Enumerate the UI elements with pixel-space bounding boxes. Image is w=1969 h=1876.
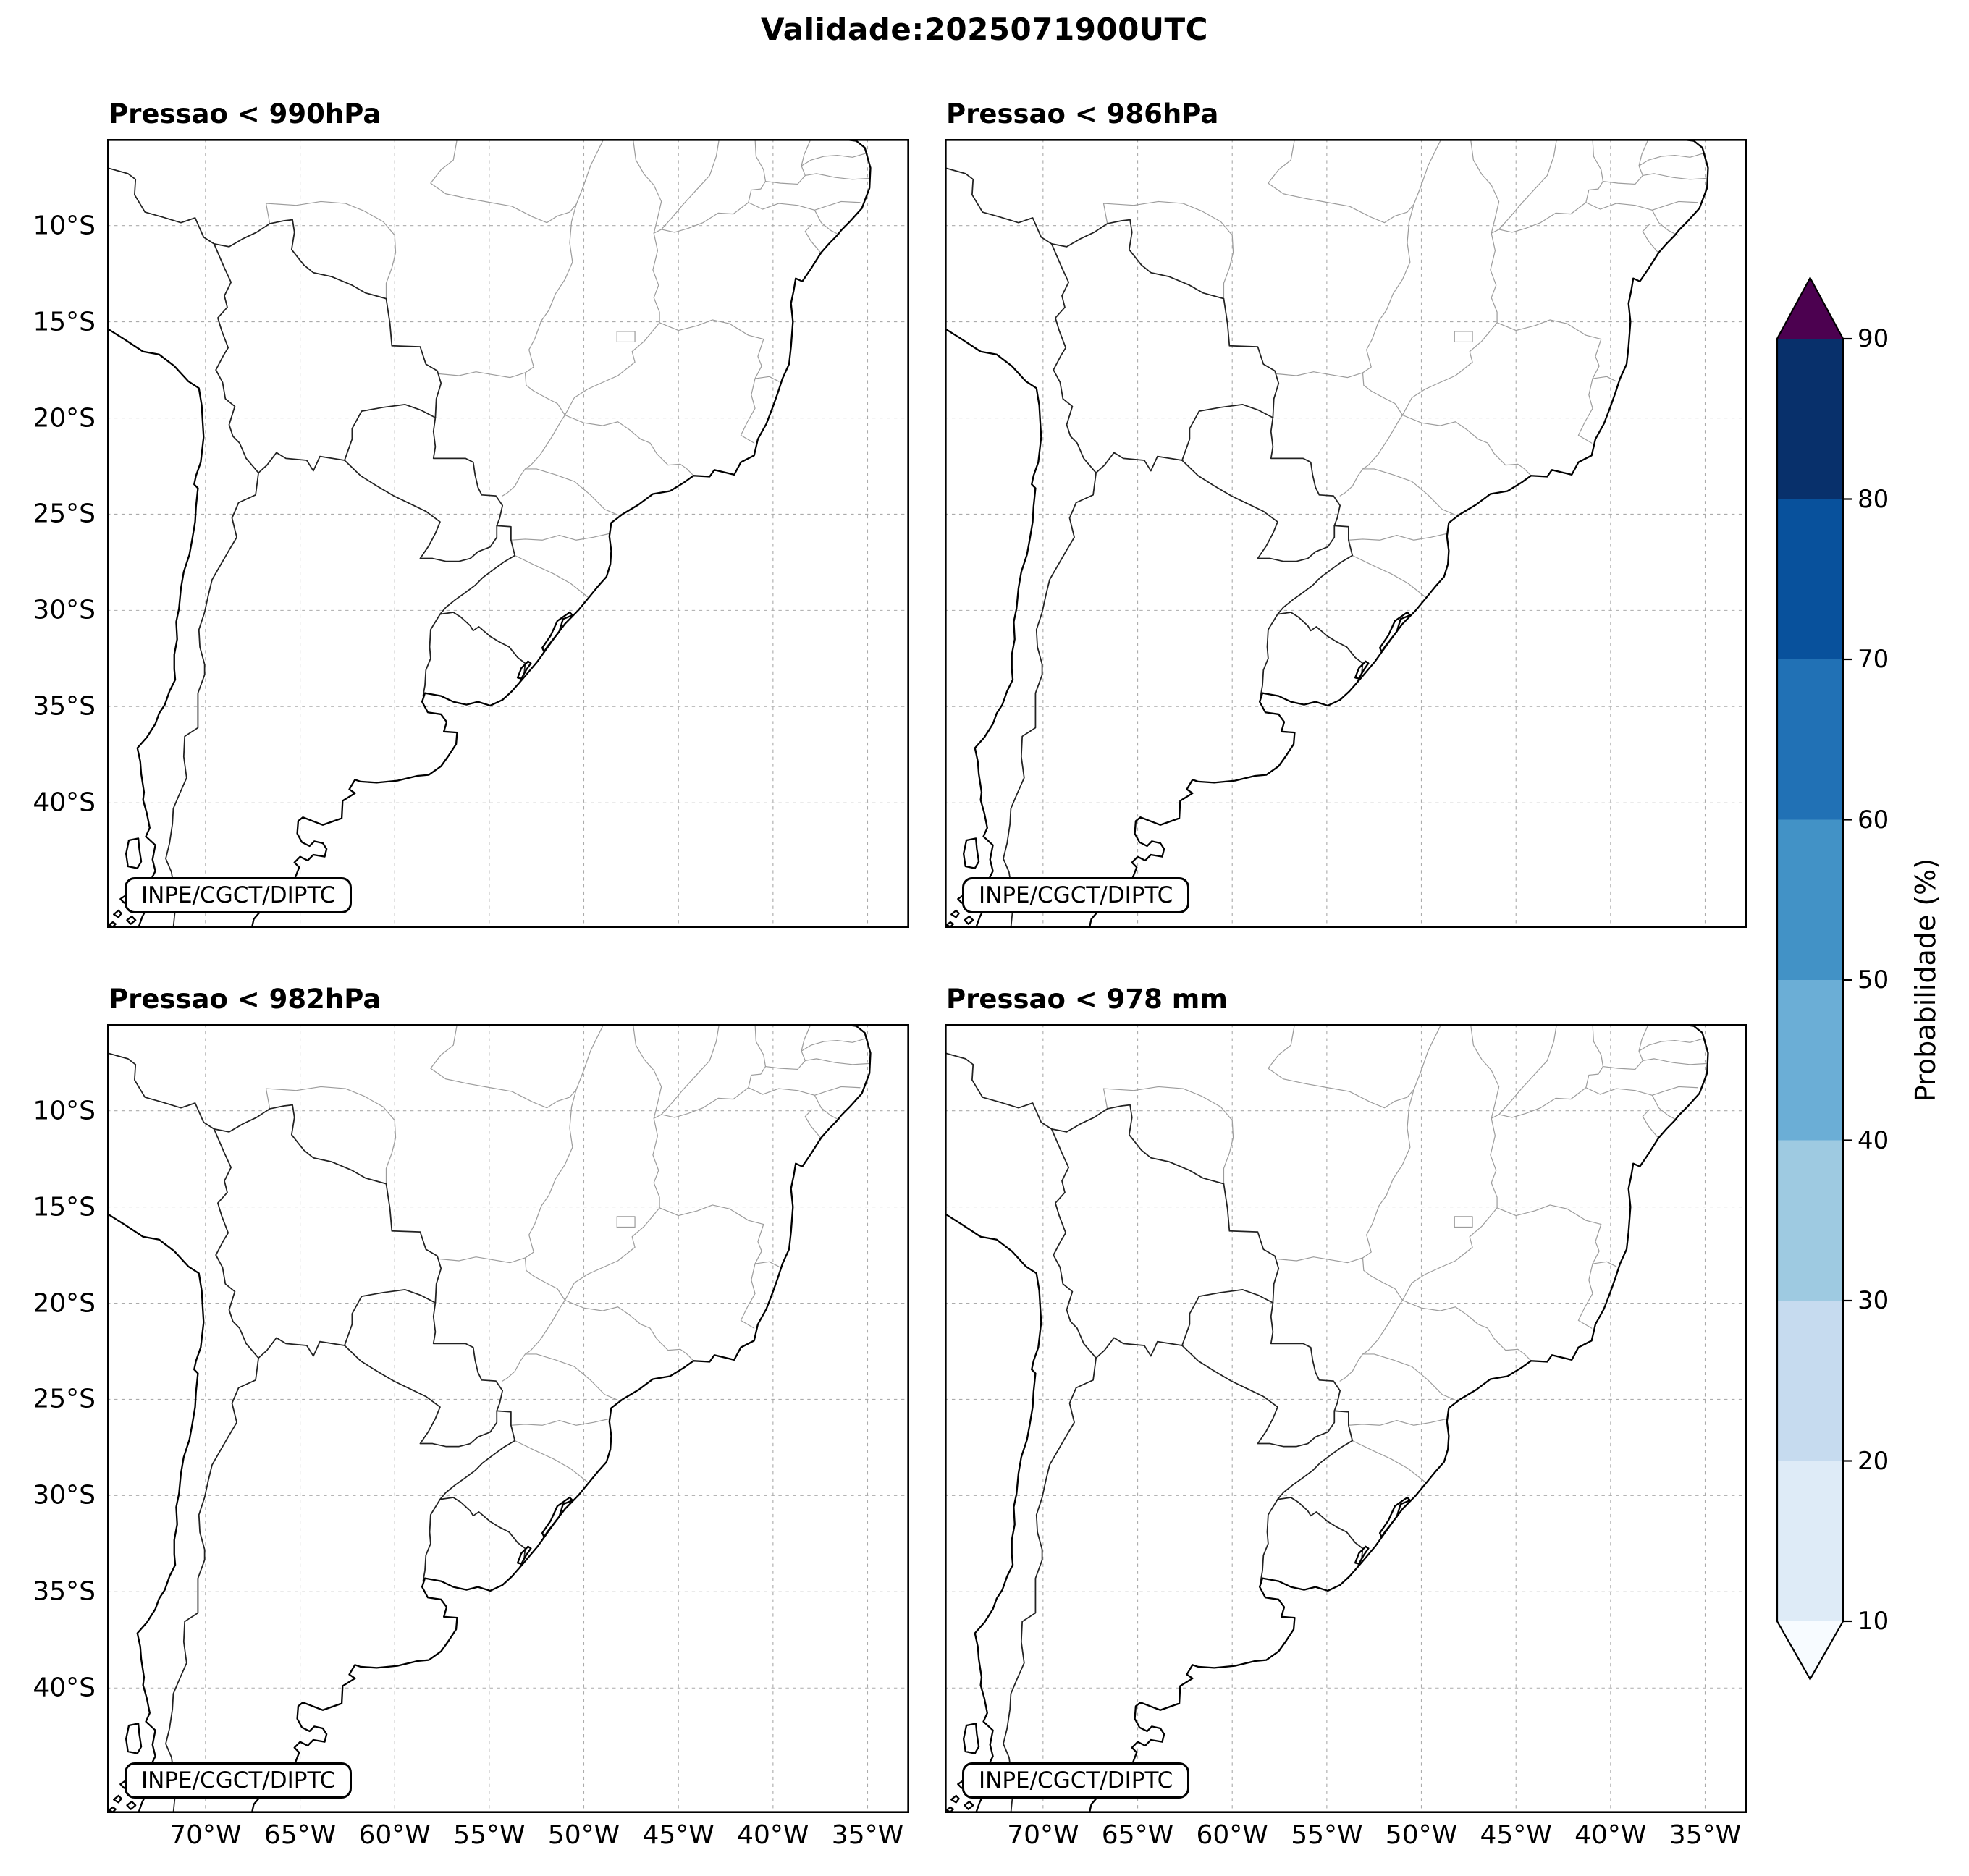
colorbar-segment — [1777, 499, 1843, 660]
colorbar-tick-label: 40 — [1858, 1125, 1889, 1155]
gridlines — [945, 1024, 1747, 1813]
y-tick-label: 30°S — [33, 595, 96, 625]
y-tick-label: 30°S — [33, 1480, 96, 1510]
y-tick-label: 15°S — [33, 307, 96, 337]
coastlines — [945, 139, 1709, 928]
map-panel-pressure-982: Pressao < 982hPa INPE/CGCT/DIPTC 10°S 15°… — [33, 984, 909, 1850]
watermark-badge: INPE/CGCT/DIPTC — [962, 1762, 1190, 1799]
y-tick-label: 40°S — [33, 1673, 96, 1703]
colorbar-tick-label: 50 — [1858, 966, 1889, 994]
map-panel-pressure-990: Pressao < 990hPa INPE/CGCT/DIPTC 10°S 15°… — [33, 98, 909, 928]
y-tick-label: 40°S — [33, 787, 96, 818]
colorbar-segment — [1777, 1301, 1843, 1462]
y-tick-label: 25°S — [33, 1384, 96, 1414]
colorbar-over-arrow — [1777, 278, 1843, 339]
colorbar-segment — [1777, 339, 1843, 500]
watermark-badge: INPE/CGCT/DIPTC — [125, 877, 353, 913]
colorbar-svg — [1776, 276, 1852, 1681]
coastlines — [107, 139, 872, 928]
colorbar-tick-label: 90 — [1858, 324, 1889, 353]
figure-title: Validade:2025071900UTC — [761, 12, 1208, 47]
y-tick-label: 25°S — [33, 499, 96, 529]
x-tick-label: 60°W — [1196, 1820, 1268, 1850]
gridlines — [107, 139, 909, 928]
coastlines — [107, 1024, 872, 1813]
coastlines — [945, 1024, 1709, 1813]
panel-title: Pressao < 978 mm — [946, 984, 1228, 1015]
x-tick-label: 65°W — [263, 1820, 337, 1850]
country-borders — [945, 1052, 1364, 1813]
country-borders — [107, 167, 526, 928]
map-svg — [107, 139, 909, 928]
map-svg — [945, 139, 1747, 928]
x-tick-label: 45°W — [642, 1820, 714, 1850]
gridlines — [945, 139, 1747, 928]
x-tick-label: 50°W — [1385, 1820, 1458, 1850]
colorbar-segment — [1777, 1461, 1843, 1622]
x-tick-label: 55°W — [453, 1820, 526, 1850]
panel-title: Pressao < 982hPa — [109, 984, 381, 1015]
x-tick-label: 65°W — [1101, 1820, 1174, 1850]
x-tick-label: 35°W — [831, 1820, 904, 1850]
watermark-badge: INPE/CGCT/DIPTC — [962, 877, 1190, 913]
state-borders — [1102, 1024, 1707, 1483]
colorbar-tick-label: 20 — [1858, 1446, 1889, 1476]
x-tick-label: 45°W — [1480, 1820, 1552, 1850]
probability-colorbar: Probabilidade (%) 90 80 70 60 50 40 30 20 10 — [1776, 275, 1969, 1682]
state-borders — [265, 1024, 869, 1483]
colorbar-segment — [1777, 1140, 1843, 1301]
colorbar-tick-label: 80 — [1858, 484, 1889, 514]
colorbar-tick-label: 30 — [1858, 1286, 1889, 1315]
y-tick-label: 35°S — [33, 691, 96, 722]
x-tick-label: 40°W — [1574, 1820, 1647, 1850]
colorbar-canvas — [1776, 275, 1856, 1685]
x-tick-label: 35°W — [1669, 1820, 1742, 1850]
y-tick-label: 20°S — [33, 1288, 96, 1318]
map-area — [945, 139, 1747, 928]
state-borders — [265, 139, 869, 598]
map-area — [945, 1024, 1747, 1813]
gridlines — [107, 1024, 909, 1813]
colorbar-tick-label: 70 — [1858, 645, 1889, 674]
colorbar-segment — [1777, 980, 1843, 1141]
x-tick-label: 70°W — [1007, 1820, 1079, 1850]
map-frame-border — [107, 139, 909, 928]
x-tick-label: 40°W — [737, 1820, 809, 1850]
country-borders — [107, 1052, 526, 1813]
country-borders — [945, 167, 1364, 928]
colorbar-under-arrow — [1777, 1621, 1843, 1679]
map-area — [107, 1024, 909, 1813]
map-svg — [107, 1024, 909, 1813]
panel-title: Pressao < 990hPa — [109, 98, 381, 130]
map-frame-border — [945, 1024, 1747, 1813]
map-area — [107, 139, 909, 928]
y-tick-label: 10°S — [33, 211, 96, 241]
map-svg — [945, 1024, 1747, 1813]
y-tick-label: 20°S — [33, 403, 96, 433]
map-frame-border — [107, 1024, 909, 1813]
x-tick-label: 55°W — [1291, 1820, 1363, 1850]
y-tick-label: 10°S — [33, 1096, 96, 1126]
colorbar-segment — [1777, 819, 1843, 981]
panel-title: Pressao < 986hPa — [946, 98, 1219, 130]
map-panel-pressure-986: Pressao < 986hPa INPE/CGCT/DIPTC — [945, 98, 1747, 928]
colorbar-axis-label: Probabilidade (%) — [1910, 858, 1941, 1102]
map-panel-pressure-978: Pressao < 978 mm INPE/CGCT/DIPTC 70°W 65°… — [945, 984, 1747, 1850]
state-borders — [1102, 139, 1707, 598]
map-frame-border — [945, 139, 1747, 928]
x-tick-label: 50°W — [547, 1820, 620, 1850]
x-tick-label: 70°W — [169, 1820, 242, 1850]
y-tick-label: 35°S — [33, 1576, 96, 1607]
colorbar-tick-label: 60 — [1858, 805, 1889, 835]
x-tick-label: 60°W — [358, 1820, 431, 1850]
watermark-badge: INPE/CGCT/DIPTC — [125, 1762, 353, 1799]
y-tick-label: 15°S — [33, 1192, 96, 1222]
colorbar-segment — [1777, 659, 1843, 821]
colorbar-tick-label: 10 — [1858, 1607, 1889, 1636]
